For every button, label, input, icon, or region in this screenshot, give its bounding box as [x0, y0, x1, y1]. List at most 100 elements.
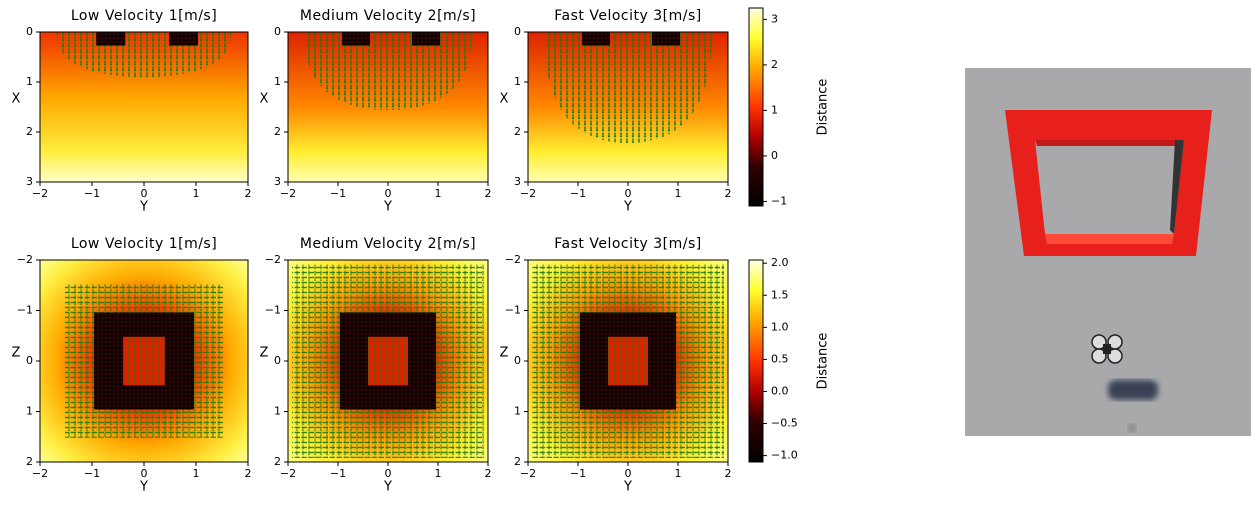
chart-title: Low Velocity 1[m/s] — [71, 8, 217, 24]
rendered-scene — [965, 68, 1251, 436]
x-axis-label: Y — [139, 200, 148, 215]
x-tick-label: 1 — [675, 467, 682, 480]
y-axis-label: Z — [500, 346, 509, 361]
x-tick-label: 2 — [245, 187, 252, 200]
chart-title: Low Velocity 1[m/s] — [71, 236, 217, 252]
x-tick-label: 0 — [625, 187, 632, 200]
x-tick-label: −2 — [280, 467, 296, 480]
y-tick-label: 0 — [274, 25, 281, 38]
y-tick-label: −2 — [17, 253, 33, 266]
x-tick-label: −2 — [32, 187, 48, 200]
x-axis-label: Y — [139, 480, 148, 495]
x-axis-label: Y — [623, 200, 632, 215]
obstacle — [582, 32, 610, 46]
colorbar-tick-label: −1 — [771, 194, 787, 207]
heatmap-panel — [288, 32, 488, 182]
colorbar-tick-label: 0.5 — [771, 352, 789, 365]
x-tick-label: −1 — [570, 187, 586, 200]
y-tick-label: 1 — [26, 405, 33, 418]
y-tick-label: 0 — [26, 354, 33, 367]
y-tick-label: 1 — [274, 75, 281, 88]
x-tick-label: −2 — [520, 187, 536, 200]
colorbar-tick-label: −0.5 — [771, 417, 798, 430]
y-tick-label: 2 — [26, 125, 33, 138]
chart-title: Medium Velocity 2[m/s] — [300, 236, 476, 252]
y-axis-label: X — [260, 92, 269, 107]
x-tick-label: 1 — [435, 467, 442, 480]
y-tick-label: 2 — [274, 125, 281, 138]
heatmap-panel — [528, 32, 728, 182]
colorbar-tick-label: 0 — [771, 149, 778, 162]
colorbar-tick-label: 2.0 — [771, 256, 789, 269]
obstacle — [342, 32, 370, 46]
obstacle — [412, 32, 440, 46]
x-axis-label: Y — [623, 480, 632, 495]
x-tick-label: 1 — [193, 187, 200, 200]
y-tick-label: −1 — [505, 304, 521, 317]
x-tick-label: 0 — [141, 187, 148, 200]
y-axis-label: X — [12, 92, 21, 107]
y-tick-label: 2 — [274, 455, 281, 468]
y-tick-label: −1 — [265, 304, 281, 317]
x-tick-label: −1 — [84, 467, 100, 480]
y-tick-label: 1 — [514, 405, 521, 418]
colorbar-label: Distance — [816, 333, 831, 390]
chart-title: Medium Velocity 2[m/s] — [300, 8, 476, 24]
y-tick-label: −1 — [17, 304, 33, 317]
x-tick-label: 0 — [141, 467, 148, 480]
colorbar-tick-label: −1.0 — [771, 449, 798, 462]
x-tick-label: 0 — [385, 187, 392, 200]
y-tick-label: 3 — [514, 175, 521, 188]
y-tick-label: 2 — [514, 455, 521, 468]
heatmap-panel — [528, 260, 728, 462]
x-tick-label: 2 — [725, 187, 732, 200]
vector-field — [304, 32, 472, 110]
x-tick-label: −1 — [330, 187, 346, 200]
x-tick-label: 2 — [245, 467, 252, 480]
vector-field — [368, 336, 408, 386]
y-tick-label: 0 — [514, 354, 521, 367]
y-tick-label: 3 — [274, 175, 281, 188]
x-axis-label: Y — [383, 200, 392, 215]
y-tick-label: −2 — [505, 253, 521, 266]
y-tick-label: 1 — [274, 405, 281, 418]
heatmap-panel — [40, 32, 248, 182]
y-tick-label: 2 — [514, 125, 521, 138]
colorbar-tick-label: 0.0 — [771, 384, 789, 397]
y-tick-label: 1 — [26, 75, 33, 88]
x-tick-label: −1 — [84, 187, 100, 200]
colorbar — [748, 259, 764, 463]
obstacle — [96, 32, 126, 46]
x-tick-label: −2 — [32, 467, 48, 480]
x-tick-label: 1 — [435, 187, 442, 200]
colorbar-tick-label: 1.5 — [771, 288, 789, 301]
chart-title: Fast Velocity 3[m/s] — [554, 8, 701, 24]
x-tick-label: 0 — [385, 467, 392, 480]
x-tick-label: 2 — [485, 187, 492, 200]
vector-field — [544, 32, 712, 143]
y-axis-label: Z — [12, 346, 21, 361]
colorbar-tick-label: 1 — [771, 103, 778, 116]
y-tick-label: 0 — [514, 25, 521, 38]
x-tick-label: 0 — [625, 467, 632, 480]
vector-field — [608, 336, 648, 386]
chart-title: Fast Velocity 3[m/s] — [554, 236, 701, 252]
x-tick-label: 2 — [725, 467, 732, 480]
y-axis-label: X — [500, 92, 509, 107]
y-tick-label: −2 — [265, 253, 281, 266]
heatmap-panel — [40, 260, 248, 462]
heatmap-panel — [288, 260, 488, 462]
x-tick-label: 2 — [485, 467, 492, 480]
y-axis-label: Z — [260, 346, 269, 361]
x-tick-label: −2 — [520, 467, 536, 480]
x-tick-label: 1 — [193, 467, 200, 480]
x-tick-label: −1 — [330, 467, 346, 480]
colorbar-tick-label: 1.0 — [771, 320, 789, 333]
y-tick-label: 3 — [26, 175, 33, 188]
colorbar — [748, 7, 764, 207]
y-tick-label: 2 — [26, 455, 33, 468]
vector-field — [123, 336, 165, 386]
x-axis-label: Y — [383, 480, 392, 495]
colorbar-label: Distance — [816, 79, 831, 136]
